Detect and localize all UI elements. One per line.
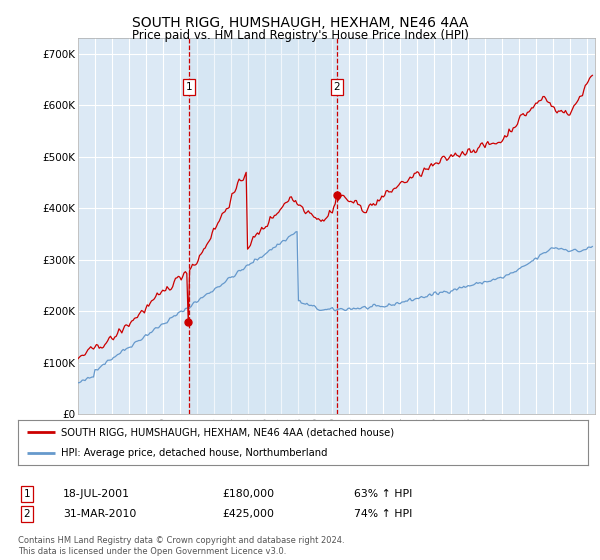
Text: £180,000: £180,000	[222, 489, 274, 499]
Text: 2: 2	[333, 82, 340, 92]
Text: 31-MAR-2010: 31-MAR-2010	[63, 509, 136, 519]
Text: Contains HM Land Registry data © Crown copyright and database right 2024.
This d: Contains HM Land Registry data © Crown c…	[18, 536, 344, 556]
Text: HPI: Average price, detached house, Northumberland: HPI: Average price, detached house, Nort…	[61, 447, 327, 458]
Text: SOUTH RIGG, HUMSHAUGH, HEXHAM, NE46 4AA: SOUTH RIGG, HUMSHAUGH, HEXHAM, NE46 4AA	[132, 16, 468, 30]
Text: 63% ↑ HPI: 63% ↑ HPI	[354, 489, 412, 499]
Text: 2: 2	[23, 509, 31, 519]
Text: SOUTH RIGG, HUMSHAUGH, HEXHAM, NE46 4AA (detached house): SOUTH RIGG, HUMSHAUGH, HEXHAM, NE46 4AA …	[61, 427, 394, 437]
Text: 18-JUL-2001: 18-JUL-2001	[63, 489, 130, 499]
Text: Price paid vs. HM Land Registry's House Price Index (HPI): Price paid vs. HM Land Registry's House …	[131, 29, 469, 42]
Text: 1: 1	[185, 82, 192, 92]
Text: 74% ↑ HPI: 74% ↑ HPI	[354, 509, 412, 519]
Text: £425,000: £425,000	[222, 509, 274, 519]
Bar	[189, 38, 337, 414]
Text: 1: 1	[23, 489, 31, 499]
